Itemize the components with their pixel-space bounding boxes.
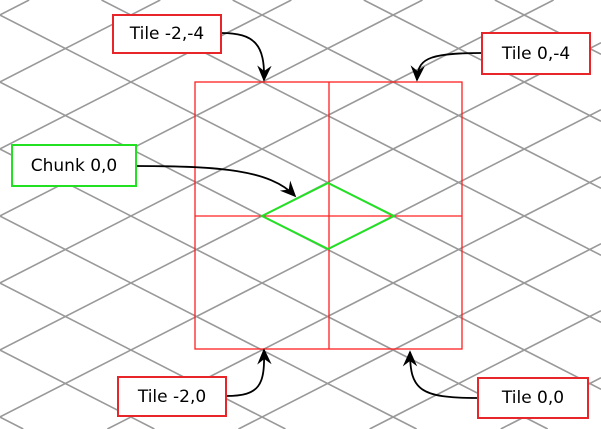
label-chunk-0-0: Chunk 0,0	[11, 144, 137, 187]
label-tile-0-0: Tile 0,0	[477, 377, 589, 419]
label-tile-m2-m4: Tile -2,-4	[112, 14, 222, 54]
grid-line	[0, 0, 292, 150]
label-tile-0-m4: Tile 0,-4	[481, 32, 591, 75]
grid-line	[0, 215, 417, 429]
grid-line	[0, 282, 286, 429]
grid-line	[238, 243, 601, 429]
grid-line	[0, 14, 601, 323]
tile-square	[194, 81, 463, 350]
arrow-chunk	[135, 165, 297, 198]
arrow-tile-m2-m4	[220, 32, 272, 82]
grid-line	[369, 310, 601, 429]
label-tile-m2-0: Tile -2,0	[117, 376, 227, 417]
grid-line	[0, 416, 24, 429]
grid-line	[0, 0, 161, 83]
grid-line	[0, 0, 554, 284]
arrow-tile-0-m4	[410, 52, 482, 82]
grid-line	[0, 109, 601, 418]
chunk-diamond	[259, 181, 397, 251]
grid-line	[232, 0, 601, 189]
grid-line	[0, 0, 30, 16]
arrow-tile-m2-0	[225, 348, 272, 397]
arrow-tile-0-0	[402, 350, 478, 399]
grid-line	[0, 148, 549, 429]
